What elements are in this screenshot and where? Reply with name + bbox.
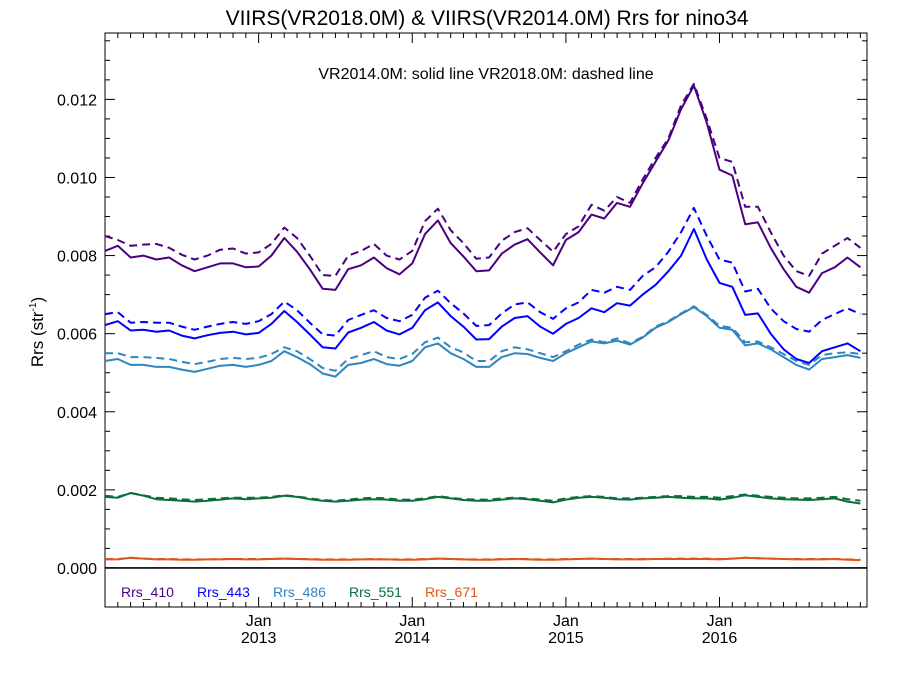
y-axis-ticks: 0.000 0.002 0.004 0.006 0.008 0.010 0.012 (57, 40, 867, 578)
series-line-Rrs_551-solid (104, 492, 861, 505)
legend-note: VR2014.0M: solid line VR2018.0M: dashed … (318, 66, 653, 83)
series-line-Rrs_486-dashed (105, 305, 861, 372)
series-line-Rrs_671-dashed (105, 556, 861, 561)
y-tick-label: 0.000 (57, 561, 97, 578)
series-line-Rrs_486-solid (104, 306, 861, 378)
x-tick-label-year: 2016 (702, 630, 738, 647)
series-line-Rrs_551-dashed (104, 492, 861, 502)
legend-entry-Rrs_443: Rrs_443 (197, 584, 250, 600)
y-tick-label: 0.010 (57, 170, 97, 187)
y-axis-label-sup: -1 (28, 302, 39, 311)
plot-frame (104, 32, 868, 608)
y-axis-label: Rrs (str-1) (28, 297, 47, 367)
plot-border (104, 32, 868, 608)
legend: Rrs_410 Rrs_443 Rrs_486 Rrs_551 Rrs_671 (121, 584, 478, 600)
x-tick-label-month: Jan (553, 613, 579, 630)
y-tick-label: 0.004 (57, 405, 97, 422)
x-tick-label-year: 2015 (548, 630, 584, 647)
series-line-Rrs_410-dashed (104, 82, 862, 277)
y-axis-label-main: Rrs (str (28, 311, 47, 367)
legend-entry-Rrs_551: Rrs_551 (349, 584, 402, 600)
series-line-Rrs_443-dashed (104, 206, 861, 337)
chart-title: VIIRS(VR2018.0M) & VIIRS(VR2014.0M) Rrs … (226, 7, 749, 30)
x-tick-label-year: 2014 (394, 630, 430, 647)
x-tick-label-year: 2013 (241, 630, 277, 647)
x-tick-label-month: Jan (246, 613, 272, 630)
y-tick-label: 0.012 (57, 92, 97, 109)
y-tick-label: 0.002 (57, 483, 97, 500)
legend-entry-Rrs_410: Rrs_410 (121, 584, 174, 600)
y-tick-label: 0.006 (57, 327, 97, 344)
series-line-Rrs_443-solid (104, 228, 861, 364)
y-axis-label-close: ) (28, 297, 47, 303)
series-layer (104, 82, 862, 562)
y-tick-label: 0.008 (57, 249, 97, 266)
x-tick-label-month: Jan (399, 613, 425, 630)
legend-entry-Rrs_671: Rrs_671 (425, 584, 478, 600)
x-tick-label-month: Jan (707, 613, 733, 630)
legend-entry-Rrs_486: Rrs_486 (273, 584, 326, 600)
series-line-Rrs_410-solid (104, 84, 862, 294)
